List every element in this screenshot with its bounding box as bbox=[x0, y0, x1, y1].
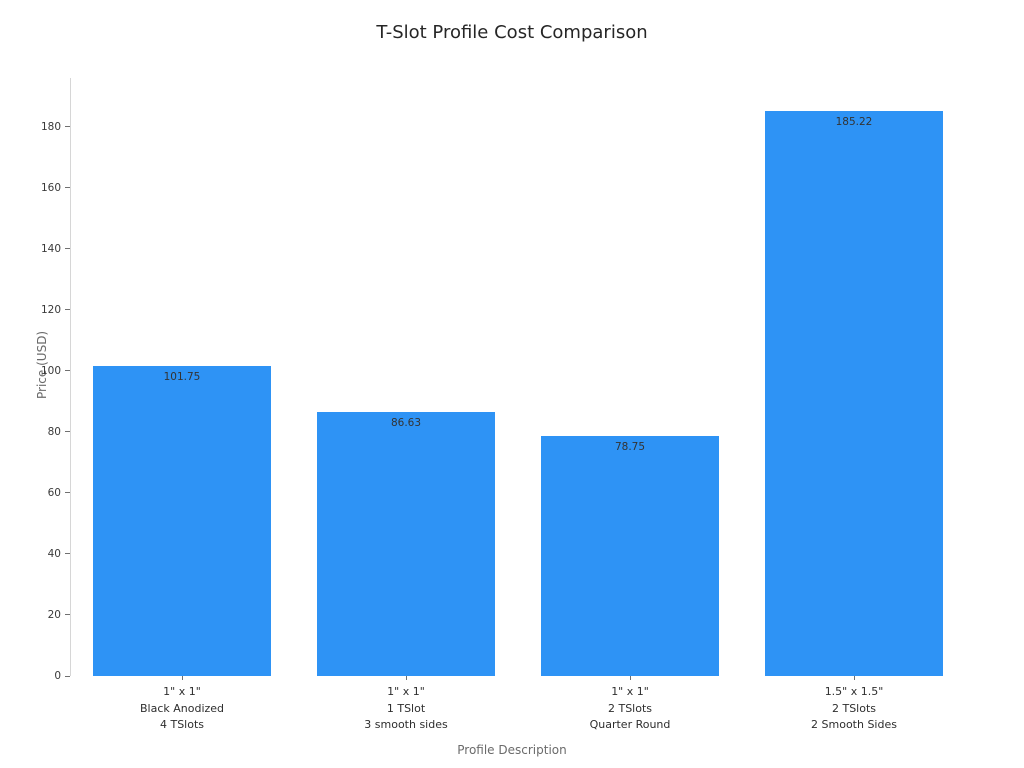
y-tick-mark bbox=[65, 126, 70, 128]
x-tick-mark bbox=[181, 676, 183, 680]
bar-value-label: 78.75 bbox=[614, 440, 646, 453]
x-category-label: 1.5" x 1.5" 2 TSlots 2 Smooth Sides bbox=[811, 684, 897, 734]
y-tick-label: 180 bbox=[40, 120, 61, 133]
y-tick-mark bbox=[65, 187, 70, 189]
plot-area: Price (USD) 0 20 40 60 80 100 120 140 160 180 101.… bbox=[35, 78, 966, 731]
y-tick-mark bbox=[65, 431, 70, 433]
y-tick-mark bbox=[65, 492, 70, 494]
x-category-line: Black Anodized bbox=[139, 701, 225, 715]
bar-1: 101.75 bbox=[93, 365, 271, 676]
x-axis-label: Profile Description bbox=[457, 743, 567, 757]
bar-2: 86.63 bbox=[317, 411, 495, 676]
bar-value-label: 86.63 bbox=[390, 416, 422, 429]
bar-3: 78.75 bbox=[541, 435, 719, 676]
x-category-line: 1" x 1" bbox=[387, 685, 425, 698]
x-category-label: 1" x 1" Black Anodized 4 TSlots bbox=[140, 684, 224, 734]
bar-value-label: 101.75 bbox=[163, 370, 201, 383]
y-tick-mark bbox=[65, 370, 70, 372]
y-tick-mark bbox=[65, 614, 70, 616]
x-category-line: 2 TSlots bbox=[607, 701, 653, 715]
x-category-line: 4 TSlots bbox=[159, 718, 205, 731]
y-axis-spine bbox=[70, 78, 71, 676]
x-category-line: 2 Smooth Sides bbox=[811, 718, 897, 731]
y-tick-label: 120 bbox=[40, 303, 61, 316]
y-tick-label: 60 bbox=[47, 486, 61, 499]
y-tick-label: 80 bbox=[47, 425, 61, 438]
y-tick-label: 140 bbox=[40, 242, 61, 255]
y-tick-mark bbox=[65, 675, 70, 677]
y-tick-mark bbox=[65, 248, 70, 250]
bar-4: 185.22 bbox=[765, 110, 943, 676]
y-tick-label: 160 bbox=[40, 181, 61, 194]
y-tick-label: 100 bbox=[40, 364, 61, 377]
y-tick-mark bbox=[65, 309, 70, 311]
x-tick-mark bbox=[405, 676, 407, 680]
x-category-line: 1" x 1" bbox=[163, 685, 201, 698]
chart-title: T-Slot Profile Cost Comparison bbox=[376, 22, 648, 43]
x-tick-mark bbox=[629, 676, 631, 680]
x-tick-mark bbox=[853, 676, 855, 680]
x-category-label: 1" x 1" 1 TSlot 3 smooth sides bbox=[364, 684, 447, 734]
x-category-line: Quarter Round bbox=[589, 718, 671, 731]
x-category-line: 3 smooth sides bbox=[364, 718, 448, 731]
y-tick-label: 20 bbox=[47, 608, 61, 621]
x-category-label: 1" x 1" 2 TSlots Quarter Round bbox=[590, 684, 671, 734]
x-category-line: 1" x 1" bbox=[611, 685, 649, 698]
y-tick-label: 40 bbox=[47, 547, 61, 560]
x-category-line: 1.5" x 1.5" bbox=[824, 685, 884, 698]
x-category-line: 1 TSlot bbox=[386, 701, 426, 715]
y-tick-label: 0 bbox=[54, 670, 61, 682]
x-category-line: 2 TSlots bbox=[831, 701, 877, 715]
bar-value-label: 185.22 bbox=[835, 115, 873, 128]
y-tick-mark bbox=[65, 553, 70, 555]
